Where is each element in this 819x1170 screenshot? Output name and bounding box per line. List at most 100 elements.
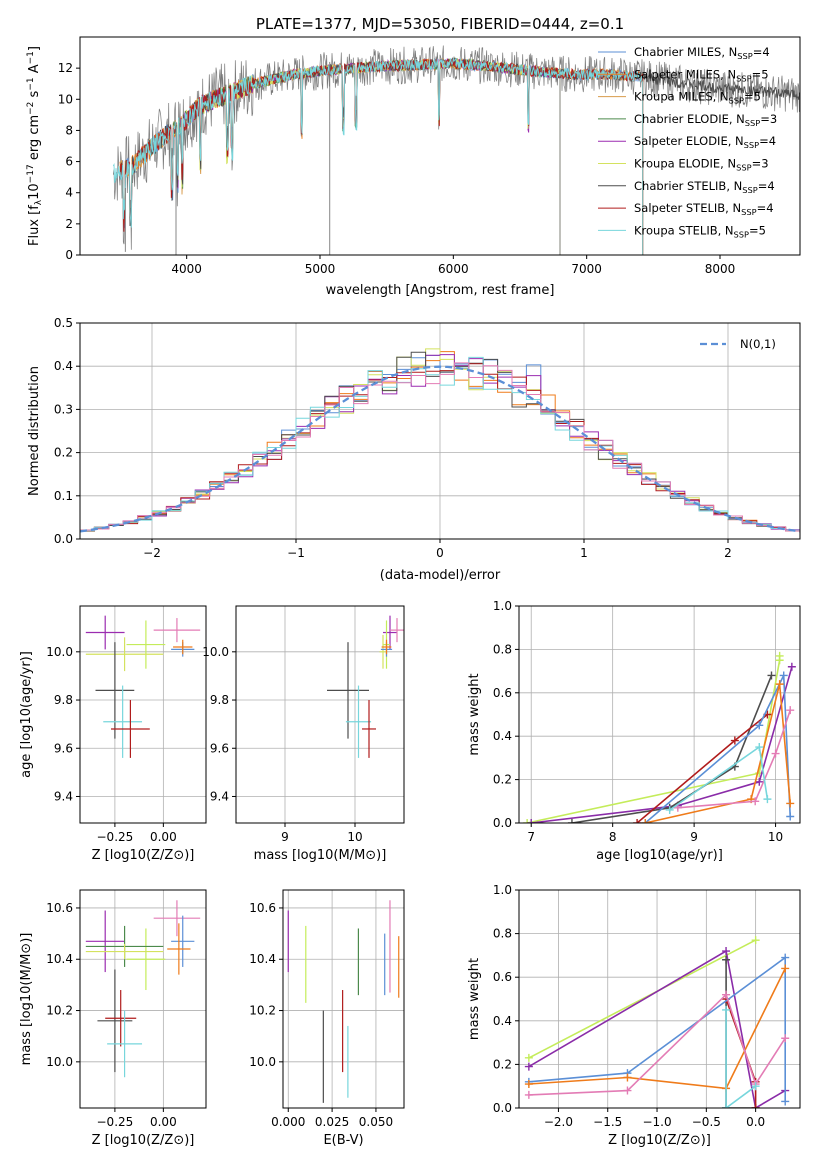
legend-label: Salpeter MILES, NSSP=5 [634, 67, 769, 83]
plot-area [523, 651, 796, 823]
plot-area [85, 615, 201, 758]
y-tick-label: 9.6 [54, 741, 73, 755]
y-tick-label: 10.0 [46, 645, 73, 659]
data-point [623, 1086, 632, 1095]
y-tick-label: 0.8 [493, 642, 512, 656]
y-tick-label: 0.4 [493, 729, 512, 743]
y-tick-label: 0.4 [54, 359, 73, 373]
x-tick-label: 5000 [305, 262, 336, 276]
x-tick-label: 10 [347, 830, 362, 844]
data-point [751, 936, 760, 945]
y-tick-label: 1.0 [493, 599, 512, 613]
series-line-1 [528, 949, 786, 1108]
data-point [781, 964, 790, 973]
x-axis-label: wavelength [Angstrom, rest frame] [326, 283, 555, 298]
legend-label: Salpeter STELIB, NSSP=4 [634, 201, 774, 217]
x-tick-label: −0.5 [692, 1115, 721, 1129]
y-tick-label: 0.6 [493, 970, 512, 984]
x-axis-label: mass [log10(M/M⊙)] [254, 848, 387, 863]
data-point [665, 805, 674, 814]
axes-frame [79, 36, 801, 256]
axes-frame [235, 605, 405, 824]
data-point [755, 721, 764, 730]
data-point [781, 1097, 790, 1106]
y-axis-label: mass [log10(M/M⊙)] [19, 933, 34, 1066]
y-tick-label: 9.4 [210, 789, 229, 803]
x-tick-label: 9 [281, 830, 289, 844]
data-point [787, 662, 796, 671]
x-tick-label: −2.0 [544, 1115, 573, 1129]
x-tick-label: 0 [436, 546, 444, 560]
series-line-7 [669, 745, 769, 811]
x-tick-label: −0.25 [97, 1115, 134, 1129]
data-point [751, 797, 760, 806]
legend-label: Kroupa MILES, NSSP=5 [634, 90, 761, 106]
x-axis-label: age [log10(age/yr)] [596, 848, 723, 863]
y-tick-label: 0.8 [493, 927, 512, 941]
data-point [523, 819, 532, 823]
y-tick-label: 0.0 [493, 816, 512, 830]
y-tick-label: 10.6 [46, 901, 73, 915]
y-tick-label: 10.4 [46, 952, 73, 966]
y-tick-label: 0.3 [54, 402, 73, 416]
y-tick-label: 12 [58, 61, 73, 75]
y-tick-label: 10.0 [202, 645, 229, 659]
plot-area [524, 936, 790, 1108]
y-tick-label: 0.2 [54, 446, 73, 460]
y-tick-label: 10.0 [249, 1055, 276, 1069]
histogram-3 [80, 354, 800, 532]
series-line-1 [531, 666, 793, 823]
x-tick-label: −1 [287, 546, 305, 560]
y-tick-label: 0.2 [493, 773, 512, 787]
legend-label: Kroupa ELODIE, NSSP=3 [634, 157, 769, 173]
plot-area [287, 900, 400, 1103]
model-spectrum-7 [119, 58, 644, 255]
series-line-6 [677, 709, 791, 809]
y-tick-label: 1.0 [493, 883, 512, 897]
model-spectrum-8 [112, 58, 644, 255]
data-point [767, 671, 776, 680]
y-tick-label: 2 [65, 217, 73, 231]
data-point [524, 1080, 533, 1089]
y-tick-label: 0.4 [493, 1014, 512, 1028]
x-tick-label: 7 [527, 830, 535, 844]
legend-label: Salpeter ELODIE, NSSP=4 [634, 134, 776, 150]
series-line-3 [636, 713, 768, 823]
axes-frame [518, 889, 801, 1109]
legend-label: Kroupa STELIB, NSSP=5 [634, 223, 766, 239]
y-tick-label: 9.8 [54, 693, 73, 707]
y-axis-label: Flux [fλ10−17 erg cm−2 s−1 A−1] [26, 46, 44, 246]
x-tick-label: 7000 [571, 262, 602, 276]
y-tick-label: 9.6 [210, 741, 229, 755]
x-tick-label: 4000 [171, 262, 202, 276]
data-point [751, 1104, 760, 1108]
data-point [786, 799, 795, 808]
x-tick-label: 8000 [705, 262, 736, 276]
data-point [524, 1090, 533, 1099]
data-point [524, 1053, 533, 1062]
data-point [524, 1062, 533, 1071]
errorbar-axes-2: −0.25 0.00 9.4 9.6 9.8 10.0 Z [log10(Z/Z⊙)] age… [19, 605, 207, 863]
series-line-3 [725, 998, 757, 1108]
x-tick-label: −1.0 [642, 1115, 671, 1129]
x-axis-label: Z [log10(Z/Z⊙)] [92, 1133, 195, 1148]
x-tick-label: 0.00 [150, 830, 177, 844]
plot-area [80, 348, 800, 533]
y-tick-label: 4 [65, 186, 73, 200]
data-point [722, 1104, 731, 1108]
x-tick-label: −0.25 [97, 830, 134, 844]
axes-frame [282, 889, 405, 1109]
data-point [722, 955, 731, 964]
x-axis-label: (data-model)/error [380, 568, 501, 583]
x-tick-label: 0.0 [746, 1115, 765, 1129]
y-tick-label: 0.5 [54, 316, 73, 330]
x-axis-label: Z [log10(Z/Z⊙)] [608, 1133, 711, 1148]
data-point [527, 819, 536, 823]
data-point [755, 777, 764, 786]
y-tick-label: 10.4 [249, 952, 276, 966]
data-point [633, 819, 642, 823]
x-tick-label: −2 [143, 546, 161, 560]
y-tick-label: 0.0 [54, 532, 73, 546]
x-tick-label: 0.050 [359, 1115, 393, 1129]
